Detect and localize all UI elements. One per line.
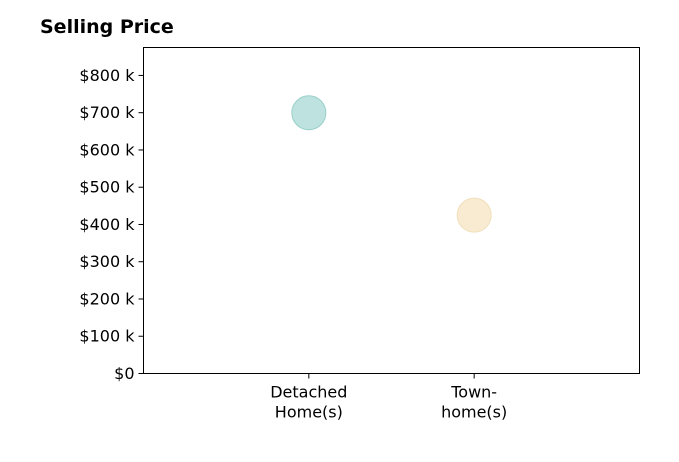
x-tick-label: Detached — [270, 383, 347, 402]
x-tick-label: Town- — [450, 383, 497, 402]
y-tick-label: $100 k — [79, 327, 135, 346]
data-point — [456, 197, 492, 233]
y-tick-label: $300 k — [79, 252, 135, 271]
y-axis: $0 $100 k $200 k $300 k $400 k $500 k $600 k $7… — [79, 66, 144, 383]
data-point — [291, 95, 327, 131]
y-tick-label: $400 k — [79, 215, 135, 234]
x-tick-label: Home(s) — [275, 403, 343, 422]
y-tick-label: $200 k — [79, 289, 135, 308]
y-tick-label: $700 k — [79, 103, 135, 122]
y-tick-label: $500 k — [79, 178, 135, 197]
x-tick-label: home(s) — [441, 403, 507, 422]
marks-layer — [291, 95, 492, 233]
y-tick-label: $0 — [114, 364, 134, 383]
chart-title: Selling Price — [40, 16, 174, 38]
y-tick-label: $600 k — [79, 140, 135, 159]
y-tick-label: $800 k — [79, 66, 135, 85]
plot-frame — [143, 47, 640, 374]
